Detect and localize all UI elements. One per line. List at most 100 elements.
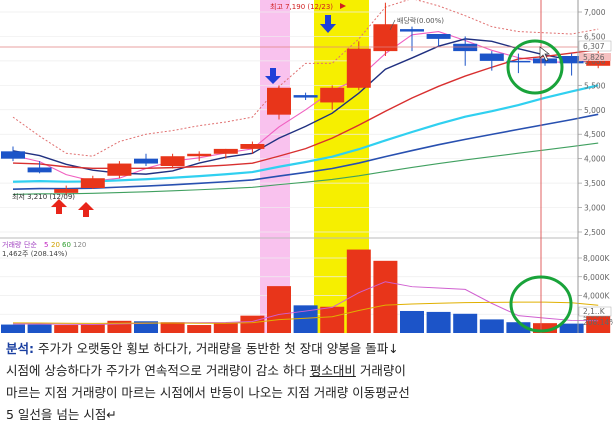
volume-bar [107,320,132,333]
volume-bar [27,324,52,333]
low-annotation: 최저 3,210 (12/09) [12,192,75,201]
price-tick-label: 3,500 [584,179,606,188]
volume-bar [134,321,158,333]
ma-line [12,84,599,183]
down-arrow-icon [265,68,281,84]
down-arrow-icon [320,15,336,33]
svg-text:5: 5 [44,241,48,249]
dividend-pointer [389,19,396,31]
caption-text-2b: 평소대비 [309,363,356,378]
volume-bar [400,310,424,333]
candle-body [346,48,371,88]
caption-label: 분석: [6,341,34,356]
volume-bar [479,319,504,333]
volume-bar [213,323,238,333]
candle-body [320,87,345,103]
candle-body [54,188,79,193]
candle-body [187,153,212,157]
volume-moving-average [12,281,599,325]
candle-body [160,156,185,166]
candle-body [240,144,265,149]
volume-bar [453,313,478,333]
price-tick-label: 4,000 [584,155,606,164]
volume-bar [160,322,185,333]
caption-text-2a: 시점에 상승하다가 주가가 연속적으로 거래량이 감소 하다 [6,363,310,378]
price-tick-label: 6,500 [584,32,606,41]
caption-line-1: 분석: 주가가 오랫동안 횡보 하다가, 거래량을 동반한 첫 장대 양봉을 돌… [6,338,606,360]
price-tick-label: 6,000 [584,57,606,66]
up-arrow-icon [51,199,67,214]
volume-bar [187,325,212,333]
vol-tag-2: 208.14% [583,318,613,327]
price-tag-box-2 [579,53,611,61]
vol-tag: 2,1..K [583,307,606,316]
up-arrow-icon [78,202,94,217]
volume-bar [506,322,531,333]
price-tick-label: 5,000 [584,106,606,115]
price-tick-label: 4,500 [584,130,606,139]
candle-body [107,163,132,176]
price-tick-label: 2,500 [584,228,606,237]
candle-body [80,178,105,188]
ma-line [12,0,599,157]
volume-bar [267,286,291,333]
caption-text-2c: 거래량이 [355,363,406,378]
candle-body [27,167,52,173]
volume-bar [54,325,79,333]
caption-text-1: 주가가 오랫동안 횡보 하다가, 거래량을 동반한 첫 장대 양봉을 돌파↓ [34,341,399,356]
candle-body [267,87,291,115]
candle-body [293,95,318,98]
volume-info: 1,462주 (208.14%) [2,250,68,258]
vol-tag-box [578,306,612,317]
price-tick-label: 3,000 [584,204,606,213]
mouse-cursor-icon [539,46,551,62]
caption-line-3: 마르는 지점 거래량이 마르는 시점에서 반등이 나오는 지점 거래량 이동평균… [6,385,410,400]
volume-legend: 거래량 단순 5 20 60 120 [2,240,86,249]
svg-text:60: 60 [62,241,71,249]
price-tag-1: 6,307 [583,42,605,51]
volume-ma-line [12,301,599,324]
volume-bar [80,324,105,333]
price-tag-box [578,40,612,52]
high-arrow-icon [340,3,346,9]
svg-text:120: 120 [73,241,86,249]
candle-body [506,60,531,63]
candle-body [400,29,424,32]
candle-body [1,151,25,159]
volume-ma-line [12,281,599,325]
price-tick-label: 5,500 [584,81,606,90]
volume-bar [240,315,265,333]
stock-chart: 7,000 6,500 6,000 5,500 5,000 4,500 4,000 3,500… [0,0,613,333]
svg-text:거래량: 거래량 [2,240,22,249]
volume-bar [533,323,557,333]
volume-bar [320,306,345,333]
candle-body [559,56,584,64]
volume-tick-label: 8,000K [583,254,610,263]
ma-line [12,142,599,195]
volume-bar [586,315,611,333]
svg-text:단순: 단순 [24,240,37,249]
caption-line-2: 시점에 상승하다가 주가가 연속적으로 거래량이 감소 하다 평소대비 거래량이 [6,360,606,382]
candle-body [213,148,238,154]
price-tick-label: 7,000 [584,8,606,17]
volume-bar [373,260,398,333]
dividend-annotation: 배당락(0.00%) [397,16,444,25]
candle-body [134,158,158,164]
candle-body [453,43,478,52]
high-annotation: 최고 7,190 (12/23) [270,2,333,11]
candle-body [479,53,504,61]
volume-bar [346,249,371,333]
volume-bar [559,323,584,333]
volume-tick-label: 6,000K [583,273,610,282]
analysis-caption: 분석: 주가가 오랫동안 횡보 하다가, 거래량을 동반한 첫 장대 양봉을 돌… [6,338,606,426]
highlight-circle-price [506,39,564,95]
candlesticks [1,2,611,196]
highlight-circle-volume [509,275,573,333]
caption-line-4: 5 일선을 넘는 시점↵ [6,407,117,422]
price-tag-2: 5,826 [583,53,605,62]
candle-body [426,34,451,39]
volume-bar [426,311,451,333]
volume-bar [1,324,25,333]
ma-line [12,30,599,182]
price-axis: 7,000 6,500 6,000 5,500 5,000 4,500 4,000 3,500… [578,8,606,237]
